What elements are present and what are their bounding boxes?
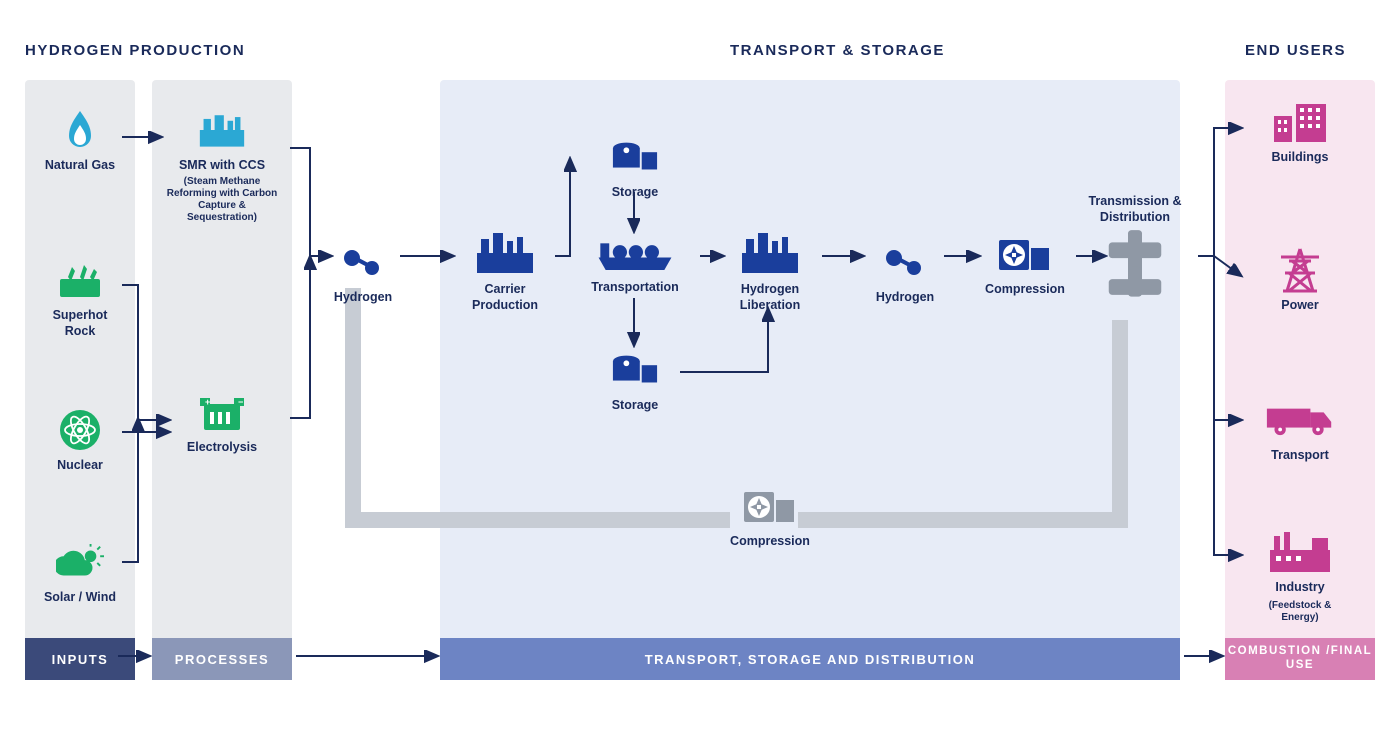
footer-endusers: COMBUSTION /FINAL USE	[1225, 638, 1375, 680]
node-label: Storage	[612, 185, 659, 201]
node-label: Hydrogen	[334, 290, 392, 306]
node-hydrogen-1: Hydrogen	[323, 240, 403, 306]
plant-icon	[475, 228, 535, 276]
node-storage-top: Storage	[590, 135, 680, 201]
svg-text:−: −	[238, 397, 243, 407]
node-carrier-production: Carrier Production	[455, 228, 555, 313]
valve-icon	[1100, 231, 1170, 301]
node-label: Electrolysis	[187, 440, 257, 456]
node-natural-gas: Natural Gas	[40, 108, 120, 174]
node-hydrogen-2: Hydrogen	[865, 240, 945, 306]
header-production: HYDROGEN PRODUCTION	[25, 42, 245, 59]
ship-icon	[595, 234, 675, 274]
buildings-icon	[1270, 100, 1330, 144]
node-sublabel: (Steam Methane Reforming with Carbon Cap…	[162, 176, 282, 224]
header-transport: TRANSPORT & STORAGE	[730, 42, 945, 59]
node-label: Hydrogen Liberation	[720, 282, 820, 313]
column-transport: TRANSPORT, STORAGE AND DISTRIBUTION	[440, 80, 1180, 680]
geothermal-icon	[56, 258, 104, 302]
compressor-icon	[742, 484, 798, 528]
node-transmission: Transmission & Distribution	[1075, 188, 1195, 301]
footer-transport: TRANSPORT, STORAGE AND DISTRIBUTION	[440, 638, 1180, 680]
node-storage-bottom: Storage	[590, 348, 680, 414]
tank-icon	[611, 135, 659, 179]
header-endusers: END USERS	[1245, 42, 1346, 59]
node-label: Compression	[730, 534, 810, 550]
compressor-icon	[997, 232, 1053, 276]
atom-icon	[56, 408, 104, 452]
footer-inputs: INPUTS	[25, 638, 135, 680]
node-transport-eu: Transport	[1240, 398, 1360, 464]
node-power: Power	[1255, 248, 1345, 314]
node-label: Storage	[612, 398, 659, 414]
node-smr: SMR with CCS (Steam Methane Reforming wi…	[162, 108, 282, 224]
node-superhot-rock: Superhot Rock	[40, 258, 120, 339]
node-hydrogen-liberation: Hydrogen Liberation	[720, 228, 820, 313]
node-sublabel: (Feedstock & Energy)	[1250, 600, 1350, 624]
pylon-icon	[1276, 248, 1324, 292]
node-label: Transportation	[591, 280, 679, 296]
node-label: Power	[1281, 298, 1319, 314]
pipe-segment	[345, 512, 730, 528]
node-nuclear: Nuclear	[40, 408, 120, 474]
electrolysis-icon: +−	[198, 390, 246, 434]
pipe-segment	[798, 512, 1128, 528]
node-label: Natural Gas	[45, 158, 115, 174]
node-solar-wind: Solar / Wind	[35, 540, 125, 606]
node-label: Nuclear	[57, 458, 103, 474]
svg-text:+: +	[205, 397, 210, 407]
node-label: Compression	[985, 282, 1065, 298]
node-label: SMR with CCS	[179, 158, 265, 174]
footer-processes: PROCESSES	[152, 638, 292, 680]
node-compression-2: Compression	[720, 484, 820, 550]
tank-icon	[611, 348, 659, 392]
node-label: Buildings	[1272, 150, 1329, 166]
pipe-segment	[1112, 320, 1128, 528]
node-label: Industry	[1275, 580, 1324, 596]
cloud-sun-icon	[56, 540, 104, 584]
truck-icon	[1265, 398, 1335, 442]
plant-icon	[740, 228, 800, 276]
node-buildings: Buildings	[1245, 100, 1355, 166]
node-label: Superhot Rock	[40, 308, 120, 339]
node-label: Hydrogen	[876, 290, 934, 306]
molecule-icon	[881, 240, 929, 284]
flame-icon	[56, 108, 104, 152]
node-transportation: Transportation	[570, 234, 700, 296]
node-label: Solar / Wind	[44, 590, 116, 606]
factory-icon	[198, 108, 246, 152]
node-label: Carrier Production	[455, 282, 555, 313]
industry-icon	[1268, 530, 1332, 574]
pipe-segment	[345, 288, 361, 528]
node-electrolysis: +− Electrolysis	[172, 390, 272, 456]
molecule-icon	[339, 240, 387, 284]
node-label: Transport	[1271, 448, 1329, 464]
node-industry: Industry	[1240, 530, 1360, 596]
node-compression-1: Compression	[975, 232, 1075, 298]
